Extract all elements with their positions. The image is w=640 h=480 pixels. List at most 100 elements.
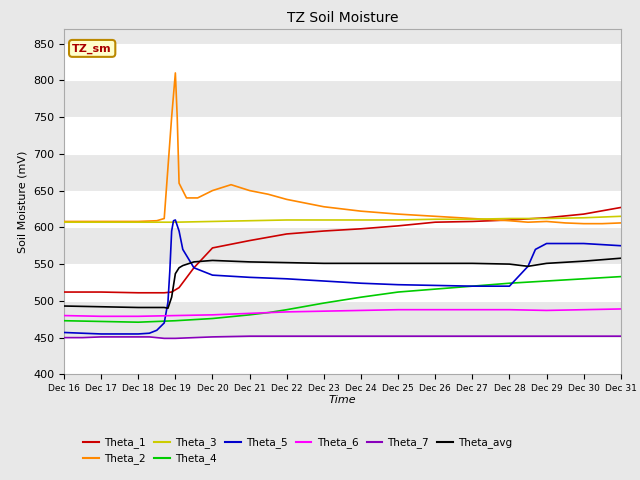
Theta_5 (246, 275, 253, 280)
Theta_5 (320, 278, 328, 284)
Theta_5 (431, 283, 439, 288)
Theta_5 (161, 320, 168, 326)
Theta_2 (561, 220, 569, 226)
Theta_4 (283, 307, 291, 312)
Theta_4 (246, 312, 253, 318)
Bar (64, 228, 621, 264)
Theta_5 (617, 243, 625, 249)
Theta_avg (175, 265, 183, 271)
Theta_3 (134, 219, 142, 225)
Theta_4 (394, 289, 402, 295)
Theta_2 (134, 218, 142, 224)
Theta_5 (153, 327, 161, 333)
Theta_6 (357, 308, 365, 313)
Theta_4 (506, 280, 513, 286)
Theta_4 (543, 278, 550, 284)
Theta_4 (209, 316, 216, 322)
Theta_5 (145, 330, 153, 336)
Theta_6 (617, 306, 625, 312)
Theta_3 (617, 214, 625, 219)
Theta_avg (431, 261, 439, 266)
Theta_7 (580, 333, 588, 339)
Theta_1 (60, 289, 68, 295)
Theta_3 (283, 217, 291, 223)
Theta_7 (166, 336, 173, 341)
Theta_2 (506, 218, 513, 224)
Theta_avg (161, 305, 168, 311)
Theta_7 (506, 333, 513, 339)
Theta_avg (394, 261, 402, 266)
Theta_7 (79, 335, 86, 340)
Theta_5 (168, 228, 175, 234)
Theta_avg (357, 261, 365, 266)
Theta_5 (166, 269, 173, 275)
Theta_3 (209, 218, 216, 224)
Theta_2 (320, 204, 328, 210)
Theta_avg (283, 260, 291, 265)
Theta_6 (60, 312, 68, 318)
Bar (64, 337, 621, 374)
Theta_1 (357, 226, 365, 232)
Theta_5 (506, 283, 513, 289)
Theta_6 (320, 308, 328, 314)
X-axis label: Time: Time (328, 395, 356, 405)
Theta_7 (320, 333, 328, 339)
Theta_7 (209, 334, 216, 340)
Theta_7 (357, 333, 365, 339)
Theta_avg (164, 305, 172, 311)
Bar (64, 264, 621, 301)
Theta_avg (506, 261, 513, 267)
Theta_7 (543, 333, 550, 339)
Theta_1 (172, 287, 179, 293)
Theta_1 (617, 204, 625, 210)
Theta_3 (97, 219, 105, 225)
Theta_4 (134, 319, 142, 325)
Theta_6 (209, 312, 216, 318)
Theta_5 (60, 330, 68, 336)
Theta_1 (506, 217, 513, 223)
Bar (64, 301, 621, 337)
Theta_5 (175, 228, 183, 234)
Theta_6 (172, 312, 179, 318)
Y-axis label: Soil Moisture (mV): Soil Moisture (mV) (17, 150, 28, 253)
Theta_4 (468, 283, 476, 289)
Theta_3 (246, 218, 253, 224)
Theta_6 (134, 313, 142, 319)
Theta_1 (175, 285, 183, 290)
Theta_2 (264, 192, 272, 197)
Theta_avg (320, 261, 328, 266)
Theta_2 (153, 218, 161, 224)
Theta_2 (172, 70, 179, 76)
Theta_4 (617, 274, 625, 279)
Theta_avg (134, 305, 142, 311)
Theta_5 (79, 330, 86, 336)
Theta_2 (173, 114, 181, 120)
Theta_2 (543, 218, 550, 224)
Theta_2 (182, 195, 190, 201)
Theta_6 (283, 309, 291, 315)
Theta_7 (161, 336, 168, 341)
Theta_2 (394, 211, 402, 217)
Line: Theta_7: Theta_7 (64, 336, 621, 338)
Theta_avg (617, 255, 625, 261)
Title: TZ Soil Moisture: TZ Soil Moisture (287, 11, 398, 25)
Theta_2 (60, 218, 68, 224)
Theta_5 (468, 283, 476, 289)
Theta_2 (168, 114, 175, 120)
Theta_1 (431, 219, 439, 225)
Theta_5 (580, 240, 588, 246)
Theta_6 (543, 308, 550, 313)
Theta_2 (617, 220, 625, 226)
Theta_7 (394, 333, 402, 339)
Theta_5 (134, 331, 142, 337)
Theta_3 (580, 215, 588, 221)
Theta_2 (161, 216, 168, 221)
Line: Theta_6: Theta_6 (64, 309, 621, 316)
Theta_5 (524, 264, 532, 269)
Theta_3 (357, 217, 365, 223)
Theta_1 (209, 245, 216, 251)
Theta_3 (394, 217, 402, 223)
Theta_7 (172, 336, 179, 341)
Theta_5 (394, 282, 402, 288)
Theta_avg (60, 303, 68, 309)
